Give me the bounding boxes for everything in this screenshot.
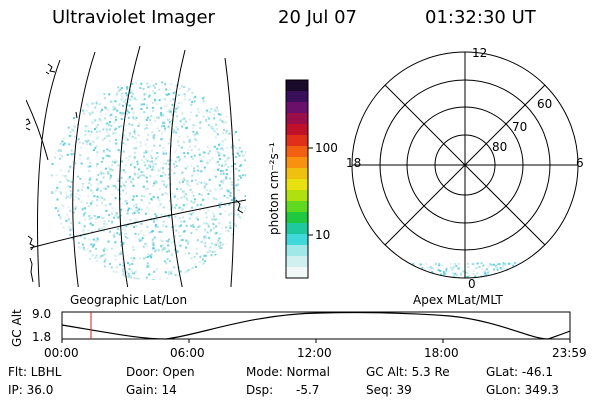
polar-emission-speckles [410,262,522,278]
geographic-caption: Geographic Lat/Lon [70,293,188,307]
status-seq: Seq: 39 [366,383,412,397]
mlat-label-80: 80 [492,140,508,154]
color-bar-segment [286,267,308,279]
color-bar-segment [286,80,308,92]
altitude-axis-label: GC Alt [10,309,24,347]
status-glat: GLat: -46.1 [486,365,553,379]
color-bar-unit-label: photon cm⁻²s⁻¹ [267,142,281,235]
color-bar-tick-label-100: 100 [315,141,338,155]
coastline [235,199,244,214]
color-bar-segment [286,234,308,246]
apex-caption: Apex MLat/MLT [413,293,503,307]
latitude-line [29,199,246,249]
color-bar-segment [286,201,308,213]
color-bar-segment [286,190,308,202]
mlat-label-60: 60 [537,97,553,111]
altitude-plot-frame [61,311,571,340]
mlt-label-18: 18 [346,156,362,170]
time-tick-label: 18:00 [424,346,459,360]
status-gc-alt: GC Alt: 5.3 Re [366,365,450,379]
color-bar-segment [286,146,308,158]
status-ip: IP: 36.0 [8,383,54,397]
geographic-image-panel [26,45,246,287]
status-dsp-label: Dsp: [246,383,274,397]
color-bar-segment [286,168,308,180]
status-filter: Flt: LBHL [8,365,62,379]
longitude-line [72,51,96,287]
time-tick-label: 23:59 [552,346,587,360]
color-bar-segment [286,157,308,169]
longitude-line [37,59,61,287]
mlt-label-12: 12 [472,46,488,60]
color-bar-tick-label-10: 10 [315,228,331,242]
color-bar-segment [286,124,308,136]
observation-time: 01:32:30 UT [425,7,536,28]
color-bar-segment [286,245,308,257]
longitude-line [224,57,235,287]
instrument-title: Ultraviolet Imager [52,7,215,28]
altitude-plot [61,311,571,343]
mlat-label-70: 70 [512,120,528,134]
color-bar-segment [286,179,308,191]
status-gain: Gain: 14 [126,383,177,397]
longitude-line [169,49,186,287]
status-door: Door: Open [126,365,195,379]
longitude-line [119,45,141,287]
latitude-line [26,99,49,161]
color-bar-segment [286,113,308,125]
color-bar [285,79,313,279]
coastline [26,63,78,283]
mlt-label-6: 6 [576,156,584,170]
color-bar-segment [286,256,308,268]
color-bar-segment [286,212,308,224]
status-glon: GLon: 349.3 [486,383,559,397]
time-tick-label: 06:00 [170,346,205,360]
status-dsp-value: -5.7 [296,383,320,397]
color-bar-segment [286,91,308,103]
mlt-label-0: 0 [468,277,476,291]
color-bar-segment [286,102,308,114]
time-tick-label: 00:00 [44,346,79,360]
altitude-y-top: 9.0 [32,307,52,321]
observation-date: 20 Jul 07 [278,7,357,28]
altitude-curve [61,312,571,340]
time-tick-label: 12:00 [297,346,332,360]
altitude-y-bottom: 1.8 [32,330,52,344]
polar-axis-diagonal [384,84,546,246]
color-bar-segment [286,135,308,147]
color-bar-segment [286,223,308,235]
polar-plot [351,51,579,279]
status-mode: Mode: Normal [246,365,330,379]
color-bar-frame [285,79,309,279]
